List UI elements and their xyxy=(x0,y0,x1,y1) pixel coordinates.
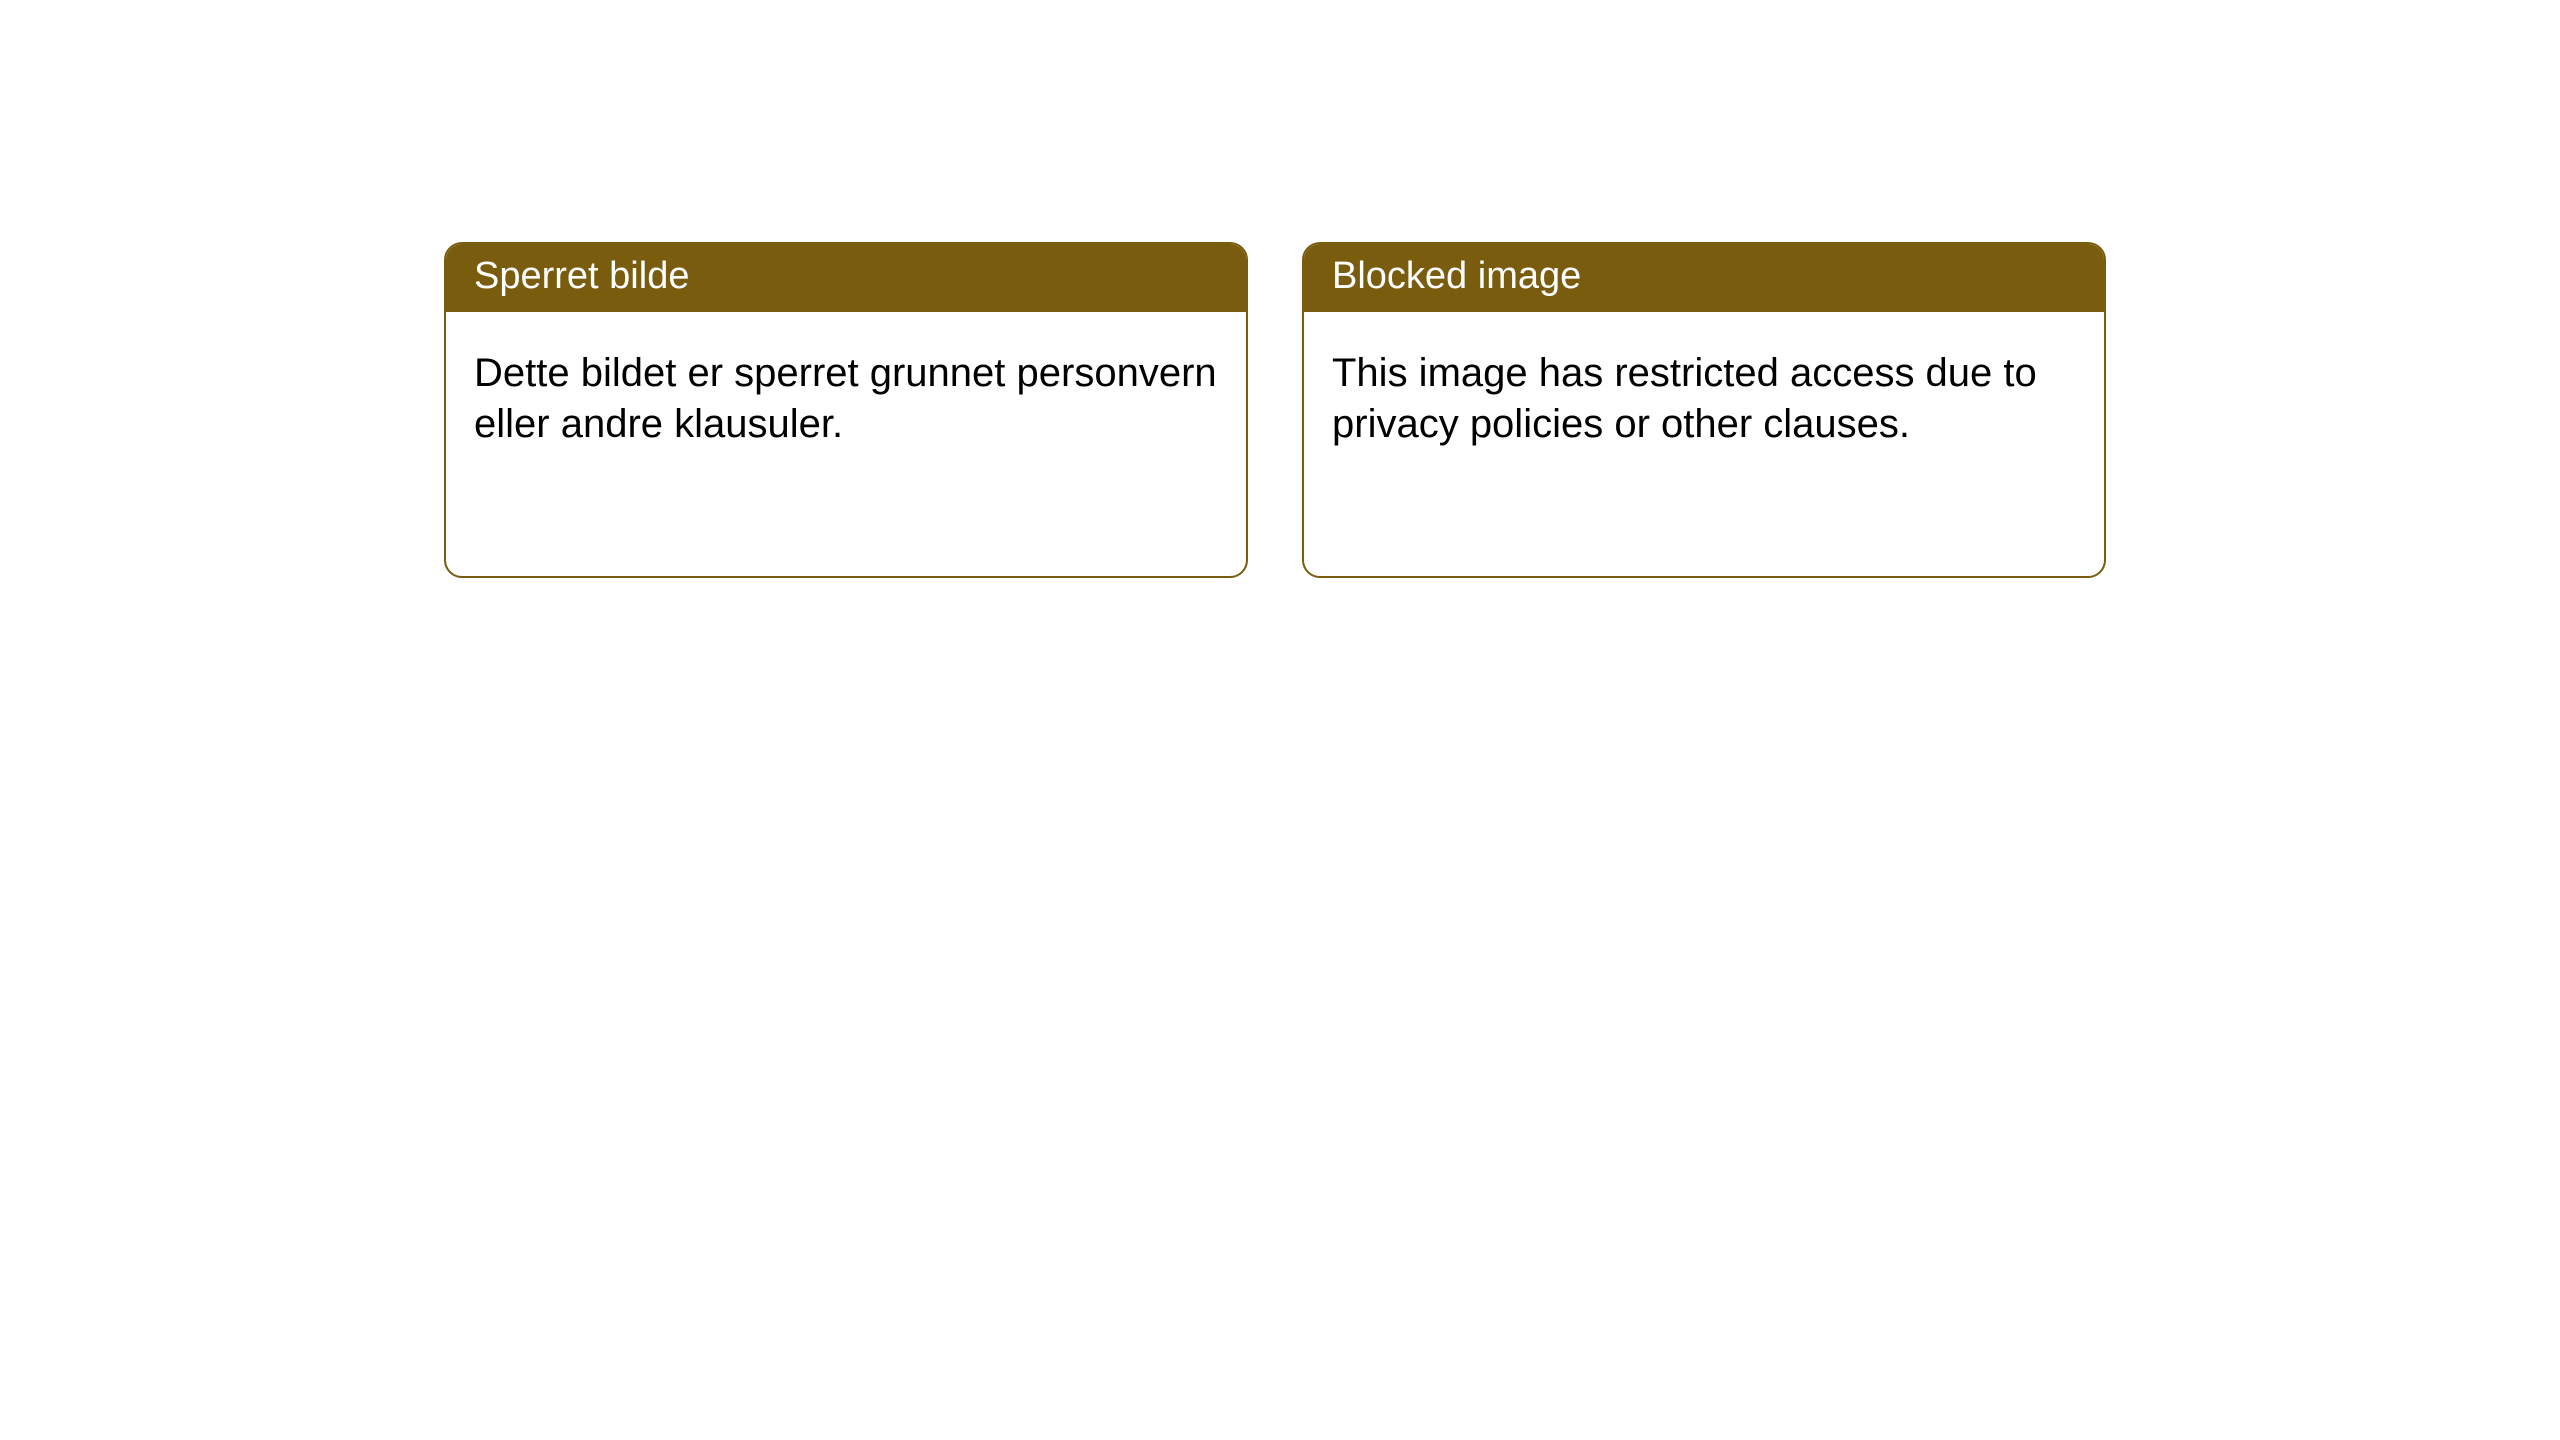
notice-card-norwegian: Sperret bilde Dette bildet er sperret gr… xyxy=(444,242,1248,578)
notice-header-english: Blocked image xyxy=(1304,244,2104,312)
notice-header-norwegian: Sperret bilde xyxy=(446,244,1246,312)
notice-card-english: Blocked image This image has restricted … xyxy=(1302,242,2106,578)
notice-body-english: This image has restricted access due to … xyxy=(1304,312,2104,486)
notice-body-norwegian: Dette bildet er sperret grunnet personve… xyxy=(446,312,1246,486)
notice-container: Sperret bilde Dette bildet er sperret gr… xyxy=(0,0,2560,578)
